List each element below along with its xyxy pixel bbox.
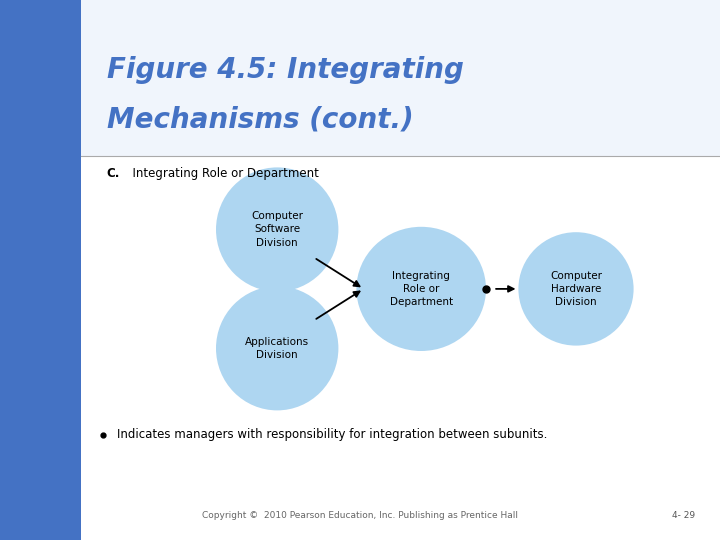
Ellipse shape [356,227,486,351]
Bar [81,0,720,540]
Text: Applications
Division: Applications Division [245,337,310,360]
Ellipse shape [216,167,338,292]
Text: Computer
Hardware
Division: Computer Hardware Division [550,271,602,307]
Ellipse shape [518,232,634,346]
Text: C.: C. [107,167,120,180]
Ellipse shape [216,286,338,410]
Text: Computer
Software
Division: Computer Software Division [251,211,303,248]
Text: Figure 4.5: Integrating: Figure 4.5: Integrating [107,56,464,84]
Text: Copyright ©  2010 Pearson Education, Inc. Publishing as Prentice Hall: Copyright © 2010 Pearson Education, Inc.… [202,511,518,520]
Bar [0,0,81,540]
Text: Mechanisms (cont.): Mechanisms (cont.) [107,106,413,134]
Text: 4- 29: 4- 29 [672,511,695,520]
Text: Integrating Role or Department: Integrating Role or Department [125,167,318,180]
Text: Indicates managers with responsibility for integration between subunits.: Indicates managers with responsibility f… [117,428,548,441]
Bar [81,0,720,156]
Text: Integrating
Role or
Department: Integrating Role or Department [390,271,453,307]
